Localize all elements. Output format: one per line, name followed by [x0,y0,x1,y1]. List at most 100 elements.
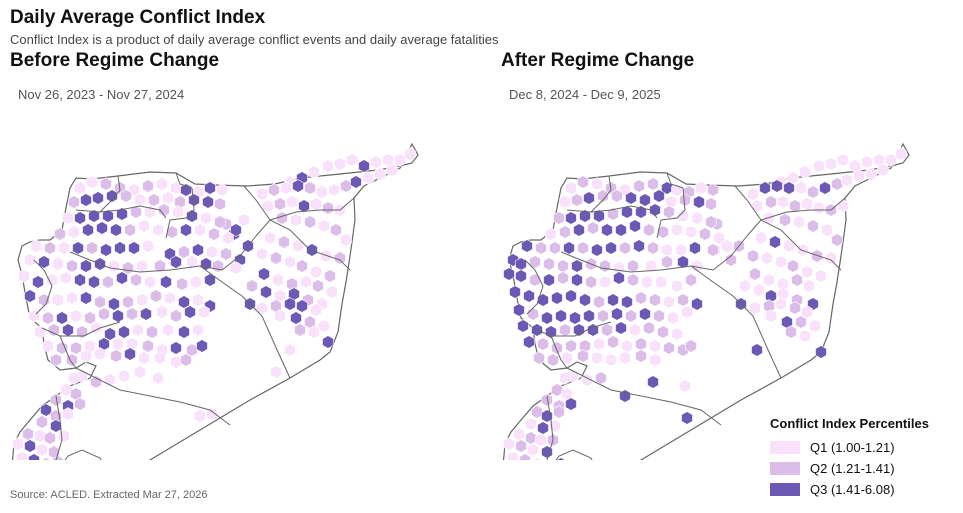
before-hex-q1 [156,177,168,191]
before-hex-q2 [70,341,82,355]
before-hex-q3 [74,273,86,287]
before-hex-q1 [192,323,204,337]
before-hex-q1 [256,247,268,261]
before-hex-q2 [122,295,134,309]
before-hex-q2 [130,205,142,219]
after-hex-q1 [765,309,777,323]
map-before [11,142,419,460]
after-hex-q3 [815,345,827,359]
after-hex-q2 [677,293,689,307]
after-hex-q1 [797,243,809,257]
before-hex-q2 [274,197,286,211]
before-hex-q3 [200,257,212,271]
before-hex-q2 [176,277,188,291]
before-hex-q1 [292,239,304,253]
before-hex-q2 [268,183,280,197]
after-hex-q3 [517,319,529,333]
after-hex-q1 [619,351,631,365]
after-hex-q1 [545,227,557,241]
after-hex-q2 [515,439,527,453]
before-hex-q3 [110,223,122,237]
before-hex-q1 [256,187,268,201]
after-hex-q1 [761,251,773,265]
before-hex-q2 [130,273,142,287]
before-hex-q3 [202,195,214,209]
before-hex-q3 [24,439,36,453]
after-hex-q1 [641,275,653,289]
after-hex-q1 [815,269,827,283]
after-hex-q2 [601,323,613,337]
legend-item-q1: Q1 (1.00-1.21) [770,437,929,458]
after-hex-q3 [819,181,831,195]
before-hex-q2 [48,445,60,459]
before-hex-q1 [300,275,312,289]
after-hex-q3 [563,241,575,255]
after-hex-q1 [775,297,787,311]
after-hex-q1 [799,165,811,179]
before-hex-q1 [362,171,374,185]
before-hex-q2 [56,341,68,355]
after-hex-q3 [759,181,771,195]
before-hex-q3 [298,199,310,213]
before-hex-q3 [74,211,86,225]
after-hex-q1 [665,195,677,209]
after-hex-q1 [877,163,889,177]
after-hex-q2 [679,193,691,207]
before-hex-q1 [194,409,206,423]
after-hex-q3 [509,285,521,299]
after-admin-boundary [760,197,846,221]
before-hex-q3 [178,295,190,309]
before-admin-boundary [199,265,291,379]
before-admin-boundary [99,175,121,213]
after-hex-q2 [791,273,803,287]
after-hex-q2 [531,405,543,419]
after-hex-q3 [573,323,585,337]
before-hex-q3 [184,305,196,319]
after-hex-q1 [749,301,761,315]
after-hex-q3 [601,223,613,237]
before-hex-q1 [272,273,284,287]
before-hex-q3 [100,243,112,257]
after-hex-q2 [763,299,775,313]
before-hex-q3 [180,223,192,237]
before-hex-q2 [304,181,316,195]
before-hex-q1 [74,181,86,195]
before-hex-q1 [134,365,146,379]
after-hex-q2 [765,195,777,209]
before-hex-q1 [24,253,36,267]
after-hex-q3 [565,211,577,225]
after-hex-q3 [621,205,633,219]
after-hex-q3 [523,335,535,349]
before-hex-q3 [124,347,136,361]
after-hex-q1 [591,351,603,365]
after-hex-q1 [679,379,691,393]
before-hex-q3 [260,285,272,299]
before-hex-q1 [84,339,96,353]
after-hex-q1 [599,275,611,289]
after-hex-q3 [587,323,599,337]
before-hex-q1 [138,219,150,233]
after-hex-q1 [655,275,667,289]
legend-item-q2: Q2 (1.21-1.41) [770,458,929,479]
after-hex-q1 [837,199,849,213]
after-hex-q3 [765,289,777,303]
before-hex-q1 [308,165,320,179]
after-hex-q2 [607,207,619,221]
after-hex-q1 [801,305,813,319]
after-hex-q1 [837,153,849,167]
before-hex-q3 [32,275,44,289]
before-hex-q1 [62,211,74,225]
legend-swatch-q1 [770,441,800,454]
after-hex-q1 [691,211,703,225]
before-hex-q1 [172,205,184,219]
after-hex-q3 [605,241,617,255]
after-hex-q2 [541,393,553,407]
after-hex-q3 [649,203,661,217]
after-hex-q2 [789,199,801,213]
source-note: Source: ACLED. Extracted Mar 27, 2026 [10,489,208,501]
before-hex-q1 [144,275,156,289]
panel-title-before: Before Regime Change [10,50,220,71]
after-hex-q3 [693,195,705,209]
before-hex-q1 [142,239,154,253]
before-hex-q3 [106,189,118,203]
